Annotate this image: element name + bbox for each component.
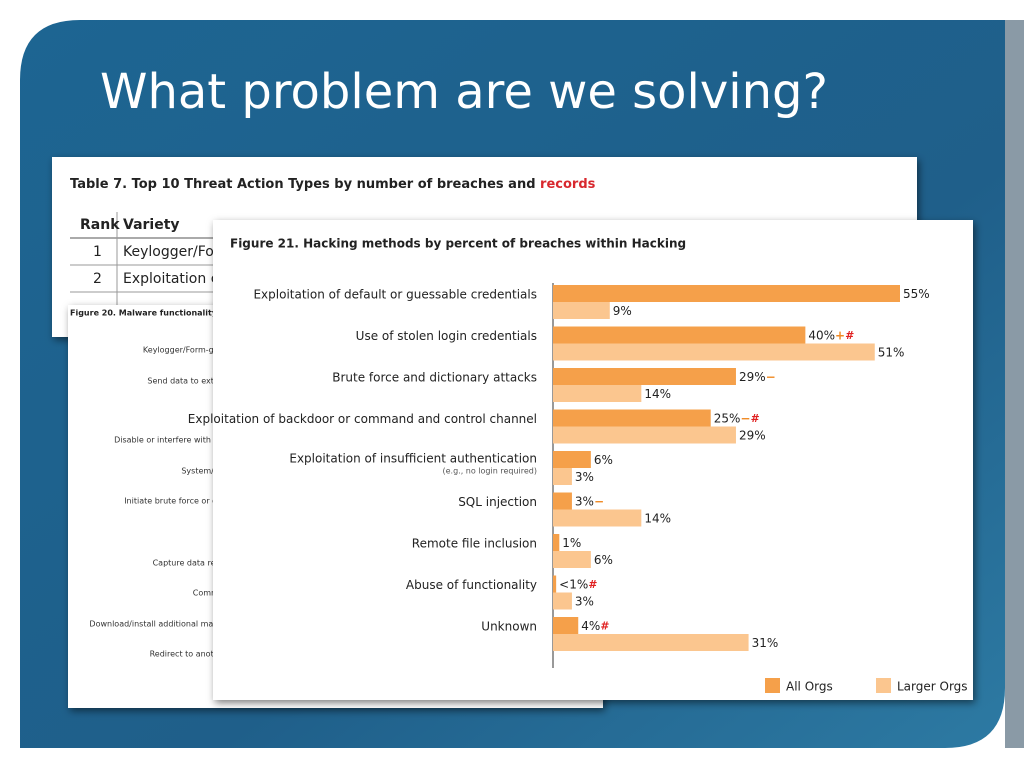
figure-20-label: Download/install additional malwa	[89, 620, 227, 629]
value-label: 3%	[575, 495, 594, 509]
bar	[553, 426, 736, 444]
value-label: 29%	[739, 429, 766, 443]
bar	[553, 468, 572, 485]
significance-marker: −	[594, 495, 604, 509]
figure-20-label: Keylogger/Form-grab	[143, 346, 227, 355]
table-header: Rank	[80, 217, 120, 233]
sample-flag: #	[588, 578, 597, 591]
bar	[553, 285, 900, 302]
bar	[553, 409, 711, 427]
table-cell: 1	[93, 244, 102, 260]
sample-flag: #	[845, 329, 854, 342]
value-label: 3%	[575, 470, 594, 484]
bar	[553, 492, 572, 510]
legend-swatch	[876, 678, 891, 693]
table-cell: Keylogger/Fo	[123, 244, 214, 260]
value-label: 9%	[613, 304, 632, 318]
table-header: Variety	[123, 217, 180, 233]
table-title-highlight: records	[540, 177, 596, 192]
value-label: 3%	[575, 595, 594, 609]
value-label: 31%	[752, 636, 779, 650]
category-note: (e.g., no login required)	[443, 467, 537, 476]
significance-marker: −	[740, 412, 750, 426]
significance-marker: +	[835, 329, 845, 343]
category-label: Exploitation of insufficient authenticat…	[289, 452, 537, 466]
category-label: Use of stolen login credentials	[356, 329, 537, 343]
figure-20-label: Commar	[193, 589, 228, 598]
figure-21: Figure 21. Hacking methods by percent of…	[188, 220, 973, 700]
bar	[553, 617, 579, 634]
bar	[553, 326, 806, 344]
category-label: Abuse of functionality	[406, 578, 537, 592]
bar	[553, 551, 591, 568]
chart-title: Figure 21. Hacking methods by percent of…	[230, 237, 686, 251]
figure-20-label: Initiate brute force or dict	[124, 497, 227, 506]
value-label: 14%	[644, 512, 671, 526]
sample-flag: #	[600, 620, 609, 633]
side-strip	[1005, 20, 1024, 748]
significance-marker: −	[766, 370, 776, 384]
bar	[553, 575, 557, 593]
figure-20-label: Capture data resid	[153, 559, 227, 568]
category-label: Brute force and dictionary attacks	[332, 371, 537, 385]
bar	[553, 592, 572, 610]
value-label: 55%	[903, 287, 930, 301]
value-label: 6%	[594, 553, 613, 567]
bar	[553, 634, 749, 651]
bar	[553, 534, 560, 551]
table-cell: Exploitation c	[123, 271, 218, 287]
bar	[553, 302, 610, 319]
category-label: Exploitation of default or guessable cre…	[253, 288, 537, 302]
table-cell: 2	[93, 271, 102, 287]
value-label: 4%	[581, 619, 600, 633]
category-label: Remote file inclusion	[412, 537, 537, 551]
table-title: Table 7. Top 10 Threat Action Types by n…	[70, 177, 596, 192]
value-label: 14%	[644, 387, 671, 401]
value-label: <1%	[559, 578, 588, 592]
bar	[553, 343, 875, 361]
category-label: Exploitation of backdoor or command and …	[188, 412, 537, 426]
slide-title: What problem are we solving?	[100, 64, 828, 120]
value-label: 29%	[739, 370, 766, 384]
figure-20-label: Redirect to another	[150, 650, 228, 659]
category-label: Unknown	[481, 620, 537, 634]
figure-20-label: Disable or interfere with sec	[114, 436, 227, 445]
value-label: 25%	[714, 412, 741, 426]
table-title-text: Table 7. Top 10 Threat Action Types by n…	[70, 177, 540, 192]
bar	[553, 368, 736, 385]
figure-20-label: Send data to extern	[147, 377, 227, 386]
value-label: 40%	[808, 329, 835, 343]
value-label: 6%	[594, 453, 613, 467]
bar	[553, 385, 642, 402]
value-label: 1%	[562, 536, 581, 550]
value-label: 51%	[878, 346, 905, 360]
figure-20-title: Figure 20. Malware functionality I	[70, 309, 223, 318]
legend-swatch	[765, 678, 780, 693]
legend-label: All Orgs	[786, 680, 833, 694]
bar	[553, 451, 591, 468]
category-label: SQL injection	[458, 495, 537, 509]
figure-20-label: System/net	[181, 467, 227, 476]
legend-label: Larger Orgs	[897, 680, 968, 694]
sample-flag: #	[750, 412, 759, 425]
bar	[553, 509, 642, 527]
